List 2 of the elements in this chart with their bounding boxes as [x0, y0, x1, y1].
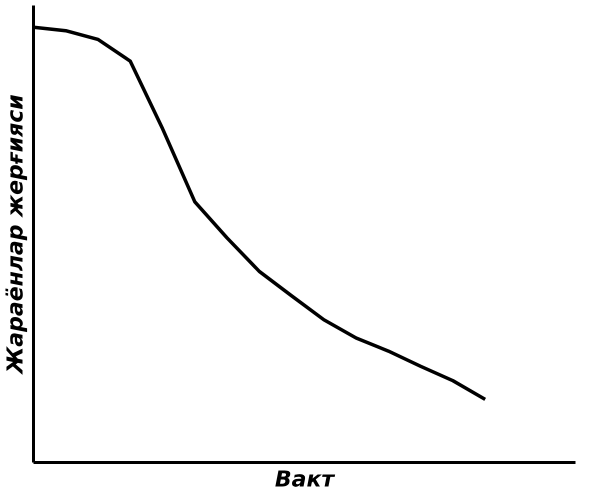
y-axis-title: Жараёнлар жерғияси	[4, 94, 28, 376]
x-axis-title: Вакт	[274, 468, 336, 492]
